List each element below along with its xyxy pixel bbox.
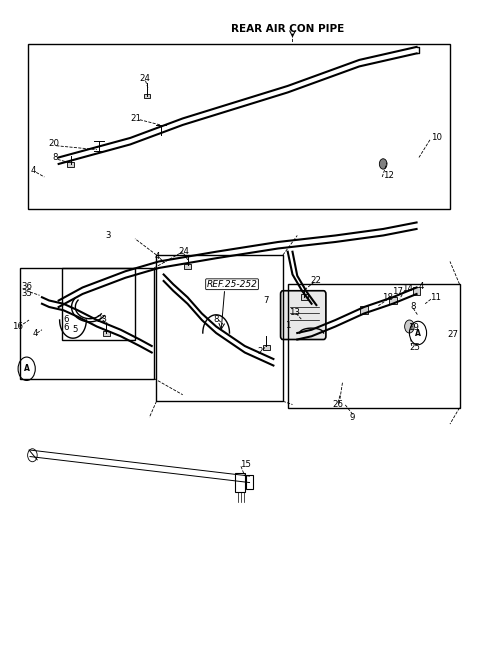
Bar [389, 296, 396, 304]
Text: A: A [415, 328, 421, 338]
Text: 4: 4 [31, 166, 36, 175]
Text: REF.25-252: REF.25-252 [206, 279, 257, 289]
Circle shape [379, 159, 387, 169]
Bar [184, 264, 191, 268]
Text: REAR AIR CON PIPE: REAR AIR CON PIPE [231, 24, 344, 34]
Circle shape [405, 320, 414, 333]
Text: 21: 21 [130, 114, 141, 123]
Text: 8: 8 [52, 153, 58, 162]
Bar [28, 44, 450, 210]
Text: 14: 14 [402, 284, 413, 293]
Text: 24: 24 [178, 247, 189, 256]
Text: 35: 35 [22, 289, 33, 298]
Bar [288, 284, 459, 407]
Text: 10: 10 [431, 133, 442, 142]
Text: 23: 23 [97, 315, 108, 325]
Text: 15: 15 [240, 460, 251, 469]
FancyBboxPatch shape [281, 291, 326, 340]
Bar [62, 268, 135, 340]
Text: 8: 8 [411, 302, 416, 311]
Bar [103, 331, 110, 336]
Bar [20, 268, 154, 379]
Bar [235, 473, 245, 492]
Text: 6: 6 [63, 323, 69, 332]
Text: 36: 36 [22, 281, 33, 291]
Bar [413, 287, 420, 295]
Text: 18: 18 [382, 293, 393, 302]
Text: 25: 25 [409, 343, 420, 352]
Text: 4: 4 [33, 328, 38, 338]
Text: 3: 3 [106, 231, 111, 240]
Text: 5: 5 [72, 325, 77, 334]
Text: 11: 11 [430, 293, 441, 302]
Bar [263, 345, 270, 350]
Text: 13: 13 [289, 308, 300, 317]
Bar [156, 255, 283, 402]
Text: 6: 6 [63, 315, 69, 325]
Text: 26: 26 [332, 400, 343, 409]
Text: 4: 4 [419, 281, 424, 291]
Bar [246, 475, 253, 489]
Bar [360, 306, 368, 314]
Text: A: A [24, 364, 30, 374]
Text: 17: 17 [392, 287, 403, 296]
Text: 2: 2 [258, 347, 263, 356]
Text: 7: 7 [263, 296, 268, 305]
Text: 19: 19 [408, 323, 420, 332]
Text: 24: 24 [140, 74, 151, 83]
Text: 20: 20 [48, 138, 59, 148]
Bar [144, 94, 150, 97]
Text: 12: 12 [383, 171, 394, 180]
Text: 9: 9 [350, 413, 355, 422]
Text: 22: 22 [311, 276, 322, 285]
Text: 1: 1 [285, 321, 291, 330]
Bar [67, 162, 74, 167]
Bar [301, 294, 308, 300]
Text: 27: 27 [447, 330, 458, 339]
Text: 4: 4 [155, 252, 160, 261]
Text: 16: 16 [12, 322, 23, 331]
Text: 8: 8 [214, 315, 219, 325]
